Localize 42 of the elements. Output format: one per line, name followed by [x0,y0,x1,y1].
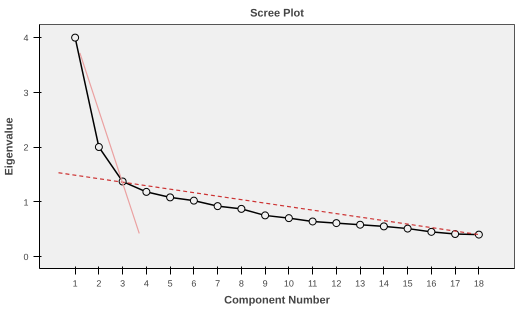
point [214,202,222,210]
y-tick-label: 2 [23,142,29,153]
x-tick-label: 5 [168,278,173,288]
x-tick-label: 9 [262,278,268,288]
x-tick-label: 1 [72,278,78,288]
x-tick-label: 6 [191,278,196,288]
x-tick-label: 4 [144,278,149,288]
point [261,211,270,220]
y-tick-label: 1 [23,197,29,208]
point [356,220,364,229]
x-tick-label: 8 [238,278,244,288]
x-tick-label: 10 [284,278,294,288]
x-tick-label: 16 [426,278,436,288]
x-axis-title: Component Number [224,294,331,306]
x-tick-label: 14 [378,278,389,288]
x-tick-label: 3 [120,278,126,288]
y-axis-title: Eigenvalue [3,117,16,176]
point [94,143,103,152]
x-tick-label: 11 [308,278,318,288]
x-tick-label: 18 [474,278,484,288]
point [308,217,317,226]
y-tick-label: 3 [23,88,29,98]
point [404,224,412,233]
y-tick-label: 0 [23,252,29,262]
point [427,228,436,236]
point [380,222,388,230]
point [142,188,150,196]
point [237,204,246,213]
point [190,196,198,205]
x-tick-label: 2 [96,278,102,288]
x-tick-label: 12 [331,278,342,288]
point [284,214,293,222]
point [332,219,340,228]
chart-title: Scree Plot [250,8,304,20]
x-tick-label: 17 [450,278,460,288]
point [474,230,483,239]
x-tick-label: 13 [355,278,366,288]
y-tick-label: 4 [23,33,29,44]
point [166,193,174,202]
x-tick-label: 15 [402,278,413,288]
x-tick-label: 7 [215,278,220,288]
point [71,34,80,42]
